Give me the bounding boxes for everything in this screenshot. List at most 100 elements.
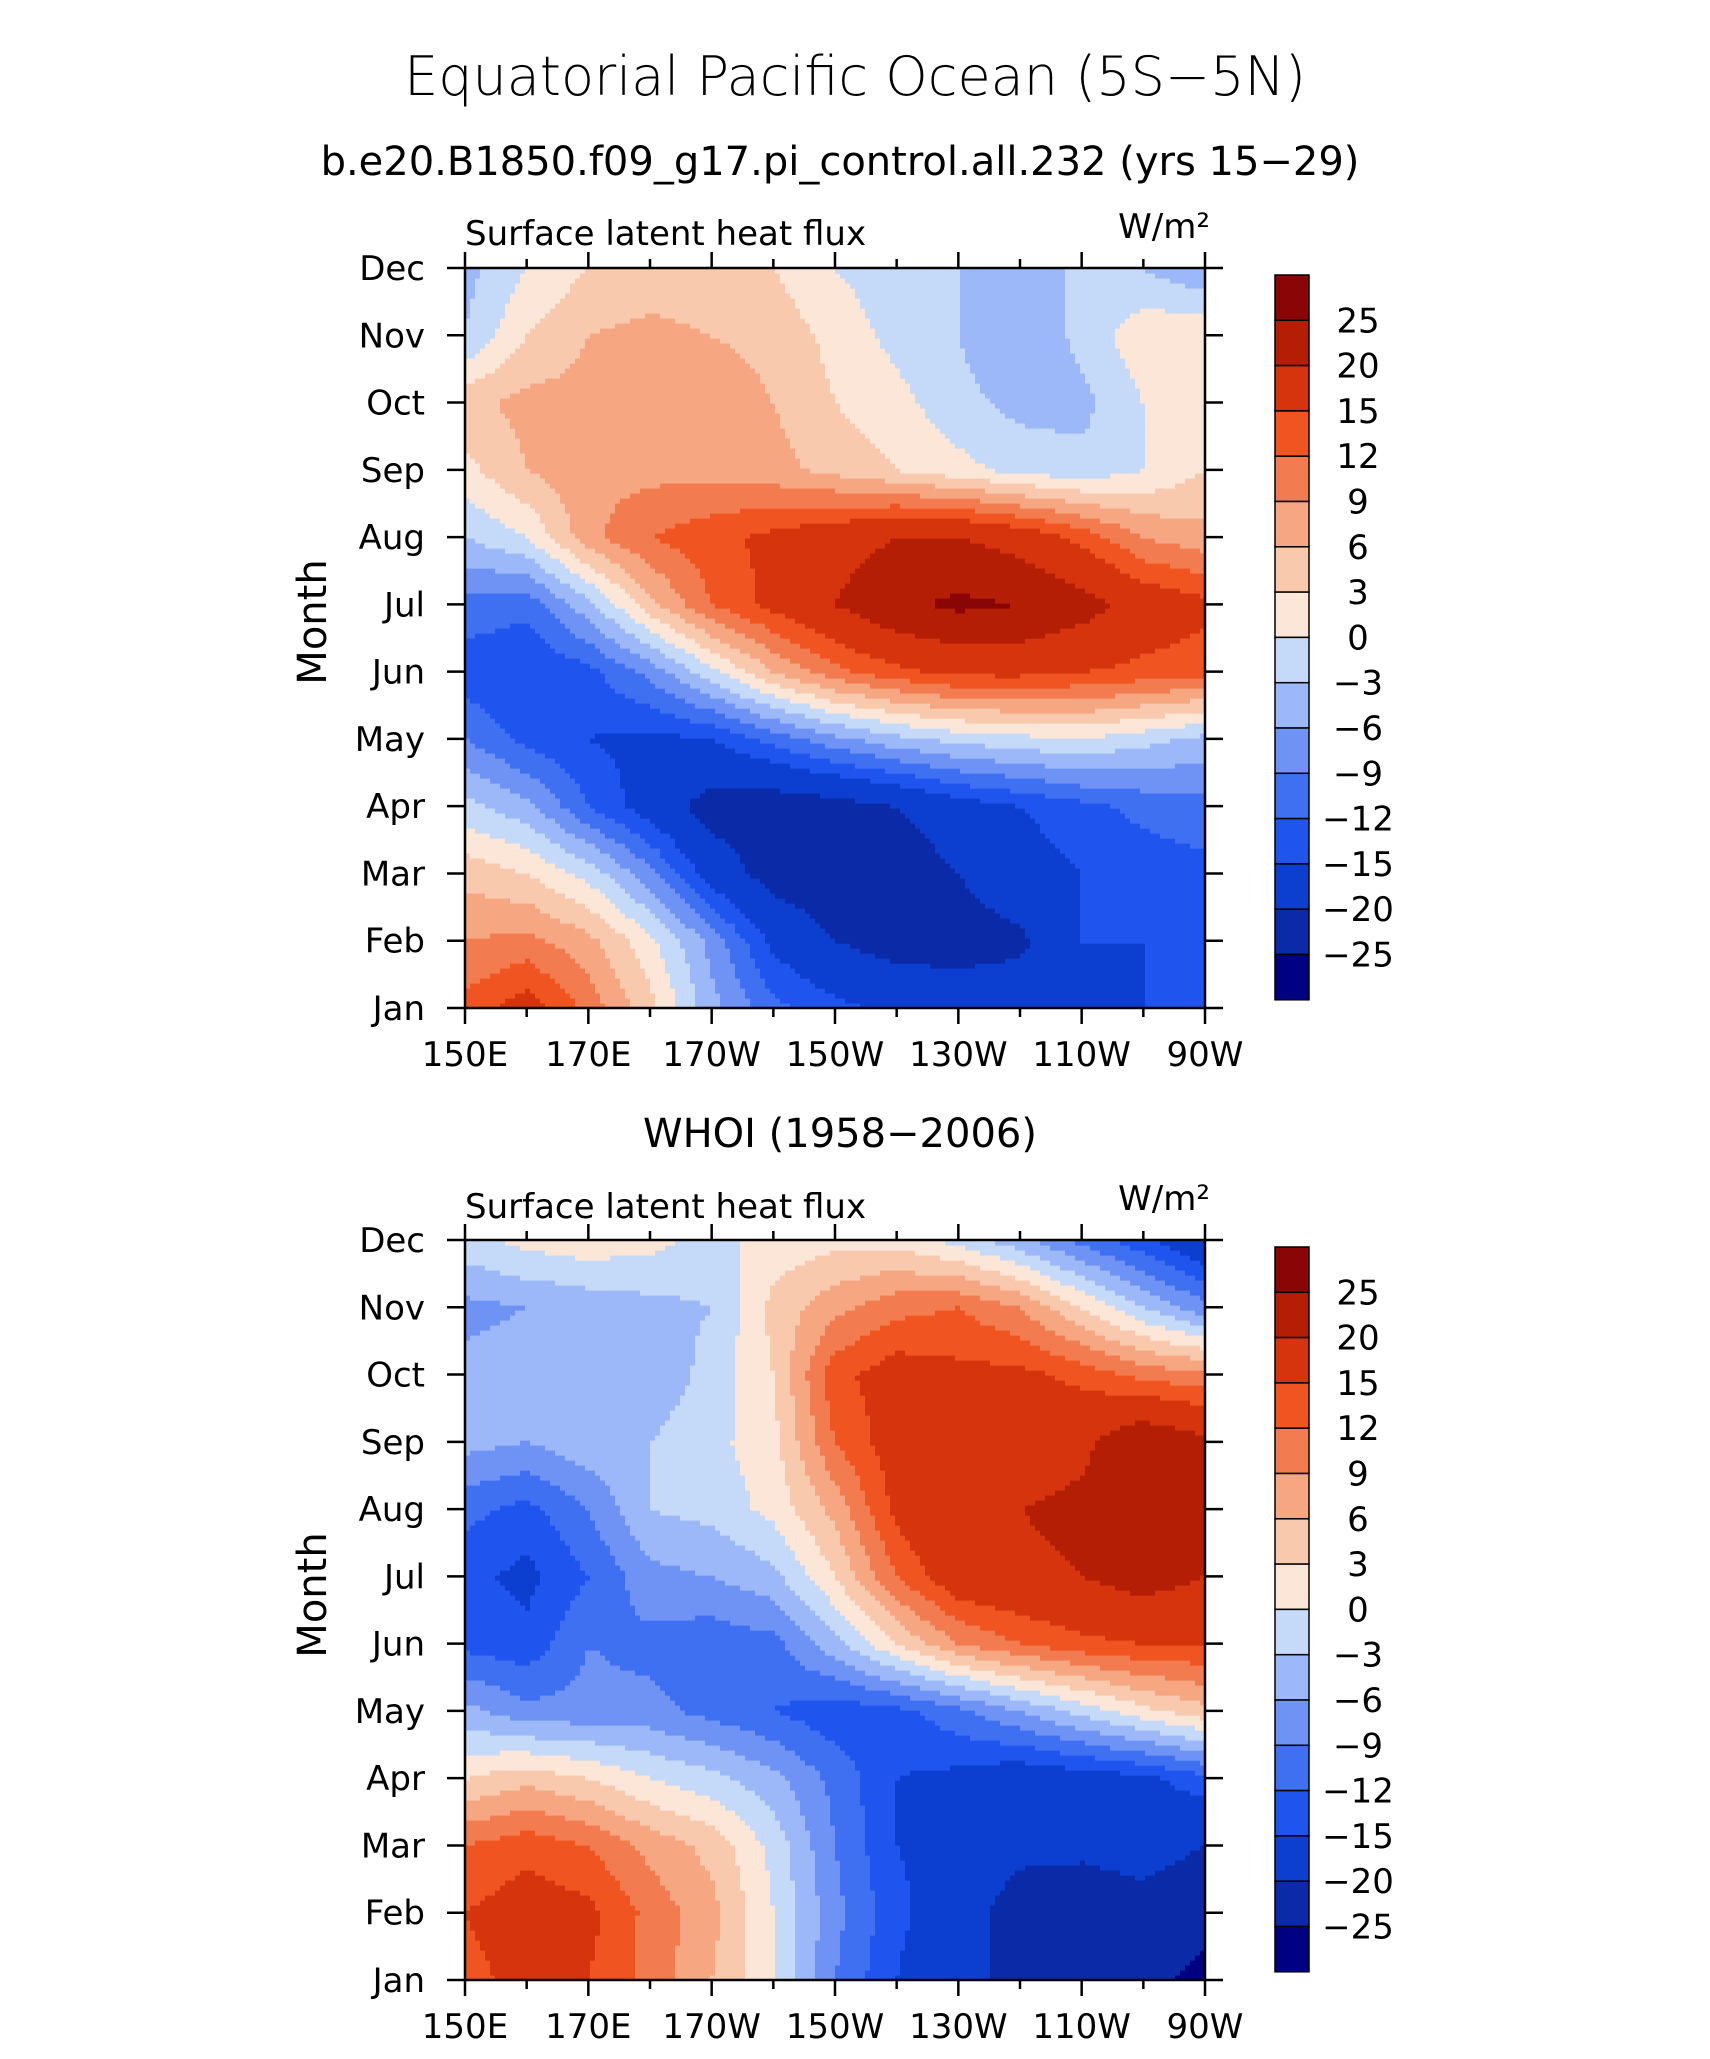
heatmap-cell xyxy=(795,1395,811,1401)
heatmap-cell xyxy=(605,528,666,534)
heatmap-cell xyxy=(835,1675,881,1681)
heatmap-cell xyxy=(695,1850,736,1856)
heatmap-cell xyxy=(895,1830,1205,1836)
heatmap-cell xyxy=(910,1545,1056,1551)
heatmap-cell xyxy=(465,903,536,909)
heatmap-cell xyxy=(465,1265,486,1271)
heatmap-cell xyxy=(465,823,531,829)
heatmap-cell xyxy=(690,1815,741,1821)
heatmap-cell xyxy=(1035,818,1131,824)
heatmap-cell xyxy=(500,1570,541,1576)
heatmap-cell xyxy=(1075,583,1161,589)
heatmap-cell xyxy=(725,943,751,949)
heatmap-cell xyxy=(740,983,766,989)
heatmap-cell xyxy=(820,1730,956,1736)
heatmap-cell xyxy=(770,1360,791,1366)
heatmap-cell xyxy=(465,923,576,929)
heatmap-cell xyxy=(875,1595,896,1601)
heatmap-cell xyxy=(740,353,821,359)
heatmap-cell xyxy=(600,1650,791,1656)
heatmap-cell xyxy=(740,1290,771,1296)
heatmap-cell xyxy=(860,1475,886,1481)
heatmap-cell xyxy=(1190,1320,1205,1326)
colorbar-label: −25 xyxy=(1322,936,1394,976)
heatmap-cell xyxy=(465,1840,476,1846)
heatmap-cell xyxy=(700,893,726,899)
y-tick-label: Jul xyxy=(382,585,425,625)
heatmap-cell xyxy=(600,743,726,749)
heatmap-cell xyxy=(1140,1715,1201,1721)
heatmap-cell xyxy=(515,1595,531,1601)
heatmap-cell xyxy=(900,1855,1186,1861)
heatmap-cell xyxy=(465,1585,506,1591)
heatmap-cell xyxy=(905,813,1031,819)
heatmap-cell xyxy=(805,1565,831,1571)
heatmap-cell xyxy=(1060,1295,1096,1301)
heatmap-cell xyxy=(465,673,606,679)
heatmap-cell xyxy=(1155,273,1205,279)
heatmap-cell xyxy=(1100,503,1205,509)
heatmap-cell xyxy=(845,1920,876,1926)
heatmap-cell xyxy=(500,1835,556,1841)
heatmap-cell xyxy=(785,283,851,289)
heatmap-cell xyxy=(755,1550,796,1556)
heatmap-cell xyxy=(765,1305,806,1311)
heatmap-cell xyxy=(775,1390,791,1396)
heatmap-cell xyxy=(960,873,1081,879)
heatmap-cell xyxy=(770,1880,796,1886)
heatmap-cell xyxy=(610,963,641,969)
heatmap-cell xyxy=(785,1575,811,1581)
heatmap-cell xyxy=(650,1450,736,1456)
heatmap-cell xyxy=(990,1910,1205,1916)
heatmap-cell xyxy=(605,573,631,579)
heatmap-cell xyxy=(1070,1560,1205,1566)
heatmap-cell xyxy=(465,463,481,469)
heatmap-cell xyxy=(970,783,1081,789)
heatmap-cell xyxy=(465,1795,481,1801)
heatmap-cell xyxy=(870,1935,906,1941)
heatmap-cell xyxy=(465,323,501,329)
heatmap-cell xyxy=(775,1960,796,1966)
heatmap-cell xyxy=(830,1805,866,1811)
heatmap-cell xyxy=(775,1370,791,1376)
heatmap-cell xyxy=(925,1570,1081,1576)
heatmap-cell xyxy=(575,1675,651,1681)
heatmap-cell xyxy=(465,978,481,984)
heatmap-cell xyxy=(1195,1770,1205,1776)
heatmap-cell xyxy=(1015,513,1081,519)
heatmap-cell xyxy=(820,1585,846,1591)
heatmap-cell xyxy=(1130,368,1205,374)
heatmap-cell xyxy=(575,608,601,614)
heatmap-cell xyxy=(795,1325,826,1331)
colorbar-box xyxy=(1274,772,1310,820)
heatmap-cell xyxy=(775,1935,796,1941)
heatmap-cell xyxy=(780,413,846,419)
heatmap-cell xyxy=(465,663,591,669)
heatmap-cell xyxy=(860,1380,1066,1386)
heatmap-cell xyxy=(1035,1730,1101,1736)
heatmap-cell xyxy=(820,1615,846,1621)
heatmap-cell xyxy=(780,683,821,689)
heatmap-cell xyxy=(1180,1695,1205,1701)
heatmap-cell xyxy=(810,978,1146,984)
heatmap-cell xyxy=(685,648,711,654)
heatmap-cell xyxy=(645,928,671,934)
heatmap-cell xyxy=(825,1590,846,1596)
heatmap-cell xyxy=(840,473,946,479)
heatmap-cell xyxy=(635,898,661,904)
heatmap-cell xyxy=(480,978,556,984)
heatmap-cell xyxy=(705,943,726,949)
heatmap-cell xyxy=(1190,1400,1205,1406)
heatmap-cell xyxy=(1125,363,1205,369)
heatmap-cell xyxy=(835,1975,866,1980)
colorbar-box xyxy=(1274,364,1310,412)
heatmap-cell xyxy=(505,488,556,494)
heatmap-cell xyxy=(795,1970,816,1976)
heatmap-cell xyxy=(980,1295,1031,1301)
heatmap-cell xyxy=(975,1315,1031,1321)
heatmap-cell xyxy=(1120,1275,1156,1281)
panel-2-left-label: Surface latent heat flux xyxy=(465,1187,866,1227)
heatmap-cell xyxy=(1150,1420,1205,1426)
heatmap-cell xyxy=(625,1570,696,1576)
heatmap-cell xyxy=(510,293,566,299)
